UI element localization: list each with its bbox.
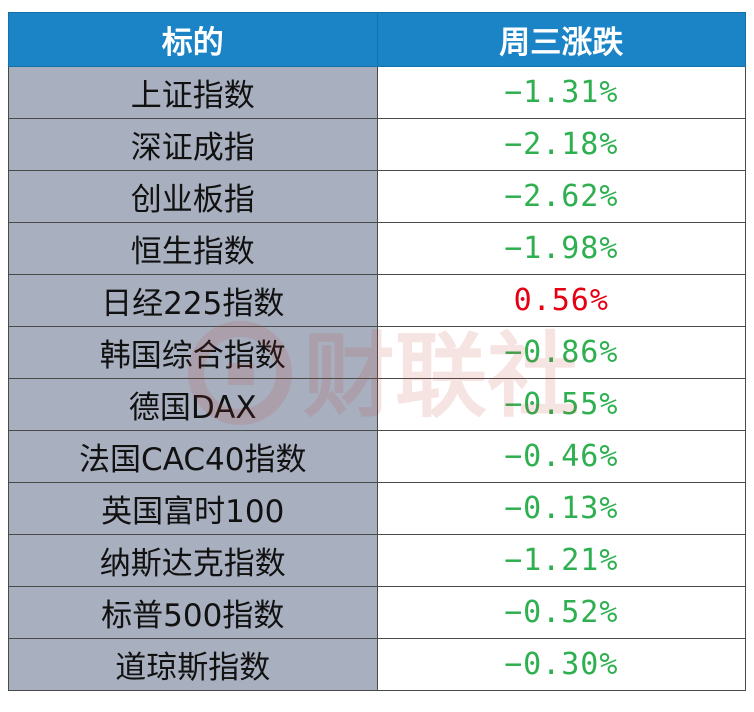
change-value-cell: 0.56% (376, 274, 746, 327)
index-name-cell: 日经225指数 (8, 274, 378, 327)
change-value-cell: −1.21% (376, 534, 746, 587)
index-change-table: 标的 周三涨跌 上证指数 −1.31% 深证成指 −2.18% 创业板指 −2.62% 恒生… (8, 12, 746, 691)
table-row: 创业板指 −2.62% (8, 170, 746, 223)
index-name-cell: 创业板指 (8, 170, 378, 223)
change-value-cell: −2.62% (376, 170, 746, 223)
change-value-cell: −1.31% (376, 66, 746, 119)
index-name-cell: 道琼斯指数 (8, 638, 378, 691)
table-row: 恒生指数 −1.98% (8, 222, 746, 275)
table-row: 标普500指数 −0.52% (8, 586, 746, 639)
table-row: 道琼斯指数 −0.30% (8, 638, 746, 691)
table-row: 上证指数 −1.31% (8, 66, 746, 119)
change-value-cell: −0.55% (376, 378, 746, 431)
index-name-cell: 恒生指数 (8, 222, 378, 275)
index-name-cell: 德国DAX (8, 378, 378, 431)
change-value-cell: −0.86% (376, 326, 746, 379)
table-row: 韩国综合指数 −0.86% (8, 326, 746, 379)
header-change-cell: 周三涨跌 (376, 12, 746, 67)
table-row: 德国DAX −0.55% (8, 378, 746, 431)
table-header-row: 标的 周三涨跌 (8, 12, 746, 67)
index-name-cell: 深证成指 (8, 118, 378, 171)
index-name-cell: 纳斯达克指数 (8, 534, 378, 587)
index-name-cell: 英国富时100 (8, 482, 378, 535)
table-row: 深证成指 −2.18% (8, 118, 746, 171)
change-value-cell: −0.46% (376, 430, 746, 483)
change-value-cell: −2.18% (376, 118, 746, 171)
table-row: 日经225指数 0.56% (8, 274, 746, 327)
change-value-cell: −0.52% (376, 586, 746, 639)
change-value-cell: −1.98% (376, 222, 746, 275)
index-name-cell: 上证指数 (8, 66, 378, 119)
index-name-cell: 法国CAC40指数 (8, 430, 378, 483)
index-name-cell: 标普500指数 (8, 586, 378, 639)
table-row: 法国CAC40指数 −0.46% (8, 430, 746, 483)
table-row: 英国富时100 −0.13% (8, 482, 746, 535)
table-row: 纳斯达克指数 −1.21% (8, 534, 746, 587)
change-value-cell: −0.30% (376, 638, 746, 691)
change-value-cell: −0.13% (376, 482, 746, 535)
index-name-cell: 韩国综合指数 (8, 326, 378, 379)
header-name-cell: 标的 (8, 12, 378, 67)
